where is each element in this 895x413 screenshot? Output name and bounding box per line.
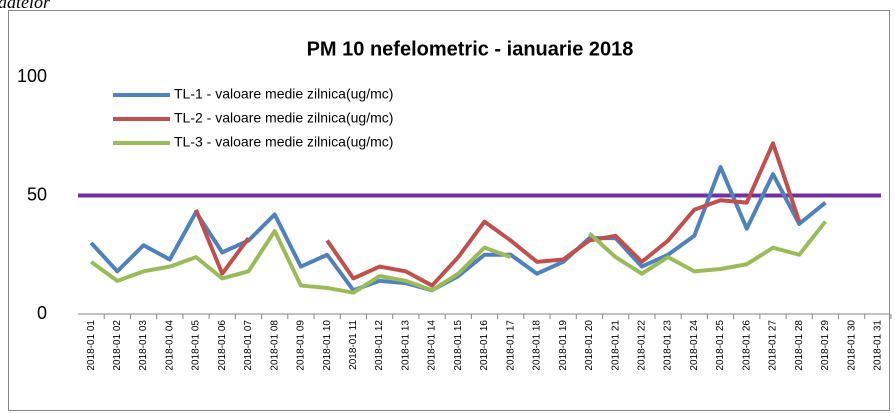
- x-tick-label: 2018-01 15: [453, 320, 464, 371]
- y-tick-label: 50: [27, 184, 47, 204]
- x-tick-label: 2018-01 01: [86, 320, 97, 371]
- header-text: datelor: [0, 0, 51, 12]
- legend-label: TL-3 - valoare medie zilnica(ug/mc): [174, 134, 393, 150]
- x-tick-label: 2018-01 08: [269, 320, 280, 371]
- legend-label: TL-2 - valoare medie zilnica(ug/mc): [174, 110, 393, 126]
- series-line: [89, 165, 827, 293]
- x-tick-label: 2018-01 16: [479, 320, 490, 371]
- x-tick-label: 2018-01 12: [374, 320, 385, 371]
- chart-title: PM 10 nefelometric - ianuarie 2018: [307, 38, 634, 60]
- x-tick-label: 2018-01 04: [164, 320, 175, 371]
- x-tick-label: 2018-01 27: [768, 320, 779, 371]
- x-tick-label: 2018-01 06: [217, 320, 228, 371]
- legend-label: TL-1 - valoare medie zilnica(ug/mc): [174, 86, 393, 102]
- x-tick-label: 2018-01 20: [584, 320, 595, 371]
- y-tick-label: 100: [17, 66, 47, 86]
- x-tick-label: 2018-01 28: [794, 320, 805, 371]
- x-tick-label: 2018-01 03: [138, 320, 149, 371]
- x-tick-label: 2018-01 21: [610, 320, 621, 371]
- y-tick-label: 0: [37, 303, 47, 323]
- x-tick-label: 2018-01 29: [820, 320, 831, 371]
- x-tick-label: 2018-01 14: [427, 320, 438, 371]
- x-tick-label: 2018-01 11: [348, 320, 359, 370]
- x-tick-label: 2018-01 23: [663, 320, 674, 371]
- x-tick-label: 2018-01 07: [243, 320, 254, 371]
- chart-border: [8, 10, 890, 411]
- x-tick-label: 2018-01 24: [689, 320, 700, 371]
- x-tick-label: 2018-01 30: [846, 320, 857, 371]
- x-tick-label: 2018-01 18: [532, 320, 543, 371]
- x-tick-label: 2018-01 10: [322, 320, 333, 371]
- x-tick-label: 2018-01 19: [558, 320, 569, 371]
- x-tick-label: 2018-01 26: [741, 320, 752, 371]
- x-tick-label: 2018-01 25: [715, 320, 726, 371]
- x-tick-label: 2018-01 09: [296, 320, 307, 371]
- x-tick-label: 2018-01 31: [873, 320, 884, 371]
- x-tick-label: 2018-01 05: [191, 320, 202, 371]
- series-line: [89, 220, 828, 295]
- x-tick-label: 2018-01 17: [505, 320, 516, 371]
- series-line: [194, 141, 802, 288]
- x-tick-label: 2018-01 22: [636, 320, 647, 371]
- x-tick-label: 2018-01 02: [112, 320, 123, 371]
- x-tick-label: 2018-01 13: [400, 320, 411, 371]
